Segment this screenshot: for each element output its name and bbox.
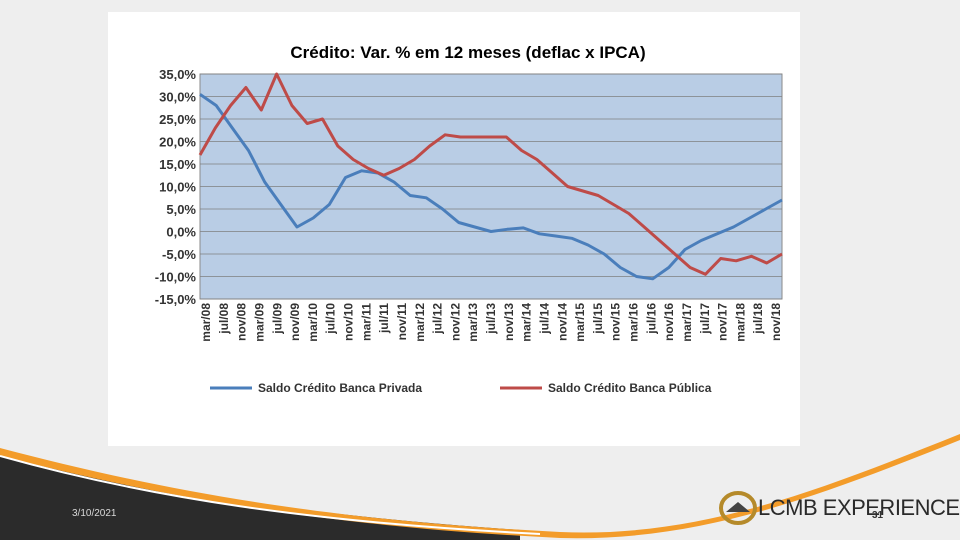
- y-tick-label: 35,0%: [159, 67, 196, 82]
- page-number: 31: [872, 510, 884, 521]
- x-tick-label: jul/08: [217, 303, 231, 335]
- x-tick-label: jul/18: [751, 303, 765, 335]
- x-tick-label: nov/14: [555, 303, 569, 341]
- x-tick-label: mar/13: [466, 303, 480, 342]
- x-tick-label: jul/14: [537, 303, 551, 335]
- y-tick-label: 10,0%: [159, 180, 196, 195]
- x-tick-label: jul/09: [270, 303, 284, 335]
- x-tick-label: nov/15: [609, 303, 623, 341]
- legend-label: Saldo Crédito Banca Privada: [258, 381, 422, 395]
- x-tick-label: nov/08: [235, 303, 249, 341]
- x-tick-label: mar/09: [252, 303, 266, 342]
- x-tick-label: nov/11: [395, 303, 409, 341]
- x-tick-label: mar/16: [627, 303, 641, 342]
- x-tick-label: jul/11: [377, 303, 391, 334]
- y-tick-label: 30,0%: [159, 90, 196, 105]
- chart-title: Crédito: Var. % em 12 meses (deflac x IP…: [290, 43, 645, 62]
- lcmb-logo: LCMB EXPERIENCE: [718, 486, 960, 530]
- logo-text: LCMB EXPERIENCE: [758, 495, 960, 520]
- series-line-2: [198, 72, 783, 276]
- x-tick-label: mar/15: [573, 303, 587, 342]
- x-tick-label: jul/15: [591, 303, 605, 335]
- x-tick-label: nov/10: [342, 303, 356, 341]
- x-tick-label: nov/13: [502, 303, 516, 341]
- y-tick-label: 0,0%: [166, 225, 196, 240]
- x-tick-label: jul/17: [698, 303, 712, 335]
- x-tick-label: jul/10: [324, 303, 338, 335]
- y-tick-label: 20,0%: [159, 135, 196, 150]
- x-tick-label: nov/12: [448, 303, 462, 341]
- logo-emblem-icon: [719, 491, 757, 525]
- y-tick-label: -15,0%: [155, 292, 197, 307]
- x-tick-label: mar/10: [306, 303, 320, 342]
- x-tick-label: mar/14: [520, 303, 534, 342]
- x-tick-label: mar/08: [199, 303, 213, 342]
- x-tick-label: mar/18: [733, 303, 747, 342]
- y-tick-label: 5,0%: [166, 202, 196, 217]
- y-tick-label: -5,0%: [162, 247, 196, 262]
- x-tick-label: mar/12: [413, 303, 427, 342]
- chart-panel: Crédito: Var. % em 12 meses (deflac x IP…: [108, 12, 800, 446]
- x-tick-label: nov/16: [662, 303, 676, 341]
- x-tick-label: mar/11: [359, 303, 373, 341]
- x-tick-label: mar/17: [680, 303, 694, 342]
- slide-date: 3/10/2021: [72, 508, 117, 519]
- footer-waves: [0, 434, 960, 540]
- x-tick-label: nov/17: [716, 303, 730, 341]
- x-tick-label: jul/13: [484, 303, 498, 335]
- y-tick-label: 25,0%: [159, 112, 196, 127]
- legend-label: Saldo Crédito Banca Pública: [548, 381, 712, 395]
- chart: Crédito: Var. % em 12 meses (deflac x IP…: [155, 43, 783, 395]
- series-line-1: [199, 93, 783, 281]
- x-tick-label: nov/18: [769, 303, 783, 341]
- y-tick-label: -10,0%: [155, 270, 197, 285]
- x-tick-label: jul/12: [431, 303, 445, 335]
- x-tick-label: nov/09: [288, 303, 302, 341]
- x-tick-label: jul/16: [644, 303, 658, 335]
- y-tick-label: 15,0%: [159, 157, 196, 172]
